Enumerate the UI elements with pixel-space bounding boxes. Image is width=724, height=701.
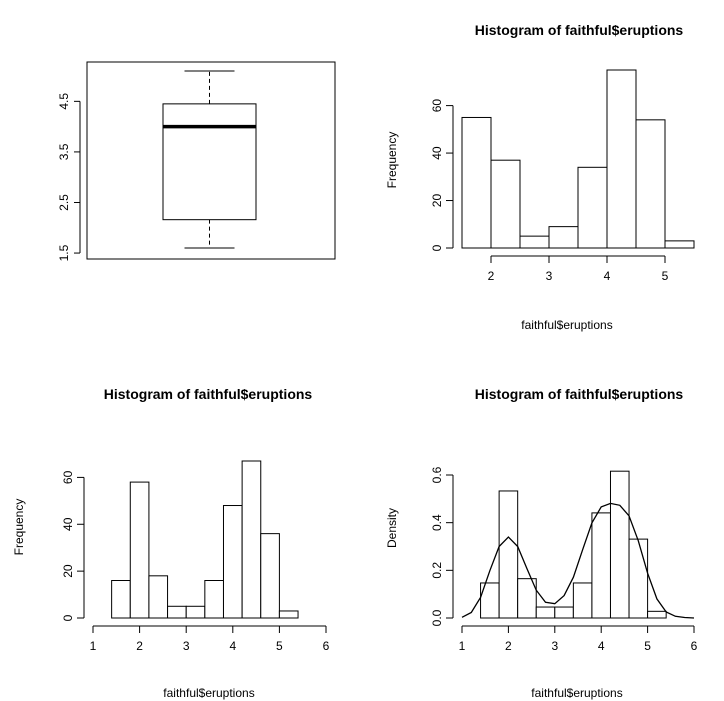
histogram-bar	[628, 538, 649, 619]
x-axis-label: faithful$eruptions	[531, 686, 622, 700]
histogram-bar	[278, 610, 299, 619]
histogram-bar	[635, 119, 666, 249]
x-axis: 1 2 3 4 5 6	[459, 625, 698, 653]
x-axis-label: faithful$eruptions	[163, 686, 254, 700]
histogram-bar	[517, 578, 537, 619]
y-tick-label: 1.5	[57, 244, 71, 261]
boxplot-marks	[162, 70, 257, 249]
histogram-bar	[260, 533, 280, 619]
x-axis: 2 3 4 5	[488, 255, 669, 283]
y-tick-label: 0	[61, 614, 75, 621]
y-tick-label: 0	[430, 244, 444, 251]
x-tick-label: 6	[691, 639, 698, 653]
x-tick-label: 2	[136, 639, 143, 653]
y-tick-label: 0.6	[430, 466, 444, 483]
x-tick-label: 1	[90, 639, 97, 653]
chart-title: Histogram of faithful$eruptions	[475, 386, 684, 402]
histogram-bar	[498, 490, 519, 619]
y-tick-label: 0.2	[430, 562, 444, 579]
y-axis: 0 20 40 60	[430, 99, 454, 251]
y-tick-label: 4.5	[57, 93, 71, 110]
y-tick-label: 20	[61, 564, 75, 578]
histogram-bar	[606, 69, 637, 249]
y-axis-label: Frequency	[12, 499, 26, 556]
x-tick-label: 3	[546, 269, 553, 283]
histogram-panel-bottom-right: Histogram of faithful$eruptions 1 2 3 4 5 6 0…	[385, 386, 698, 700]
histogram-bar	[548, 226, 579, 249]
histogram-bar	[148, 575, 169, 619]
histogram-bar	[577, 166, 608, 249]
histogram-bar	[535, 606, 556, 619]
plot-frame	[86, 61, 336, 260]
chart-title: Histogram of faithful$eruptions	[475, 22, 684, 38]
histogram-panel-bottom-left: Histogram of faithful$eruptions 1 2 3 4 5 6 0…	[12, 386, 330, 700]
histogram-bar	[185, 605, 206, 619]
x-axis: 1 2 3 4 5 6	[90, 625, 330, 653]
x-tick-label: 5	[644, 639, 651, 653]
x-tick-label: 3	[183, 639, 190, 653]
histogram-bar	[609, 470, 630, 619]
histogram-bar	[664, 240, 695, 249]
histogram-bar	[111, 580, 131, 619]
x-axis-label: faithful$eruptions	[521, 318, 612, 332]
y-axis-label: Density	[385, 508, 399, 548]
x-tick-label: 3	[551, 639, 558, 653]
x-tick-label: 2	[488, 269, 495, 283]
y-tick-label: 20	[430, 194, 444, 208]
chart-title: Histogram of faithful$eruptions	[104, 386, 313, 402]
x-tick-label: 2	[505, 639, 512, 653]
histogram-bar	[204, 580, 224, 619]
x-tick-label: 4	[598, 639, 605, 653]
x-tick-label: 4	[229, 639, 236, 653]
y-axis: 0 20 40 60	[61, 470, 85, 621]
histogram-bar	[591, 512, 611, 619]
x-tick-label: 1	[459, 639, 466, 653]
histogram-bar	[490, 159, 521, 249]
histogram-bar	[241, 460, 262, 619]
x-tick-label: 4	[604, 269, 611, 283]
histogram-bars	[480, 470, 667, 619]
histogram-bar	[461, 116, 492, 249]
x-tick-label: 5	[662, 269, 669, 283]
y-tick-label: 40	[61, 517, 75, 531]
y-tick-label: 0.0	[430, 609, 444, 626]
histogram-bars	[461, 69, 695, 249]
histogram-bar	[572, 582, 593, 619]
y-tick-label: 40	[430, 146, 444, 160]
histogram-bar	[519, 235, 550, 249]
boxplot-panel: 1.5 2.5 3.5 4.5	[57, 61, 336, 261]
histogram-bar	[647, 610, 667, 619]
histogram-bar	[222, 505, 243, 619]
iqr-box	[162, 103, 257, 221]
y-axis-label: Frequency	[385, 132, 399, 189]
histogram-bar	[129, 481, 150, 619]
y-tick-label: 60	[430, 99, 444, 113]
histogram-bars	[111, 460, 299, 619]
y-tick-label: 3.5	[57, 143, 71, 160]
histogram-panel-top-right: Histogram of faithful$eruptions 2 3 4 5 0 20…	[385, 22, 695, 332]
y-tick-label: 0.4	[430, 514, 444, 531]
x-tick-label: 5	[276, 639, 283, 653]
y-axis: 0.0 0.2 0.4 0.6	[430, 466, 454, 626]
y-tick-label: 60	[61, 470, 75, 484]
y-axis: 1.5 2.5 3.5 4.5	[57, 93, 81, 261]
x-tick-label: 6	[323, 639, 330, 653]
density-curve	[461, 502, 695, 619]
y-tick-label: 2.5	[57, 194, 71, 211]
histogram-bar	[554, 606, 574, 619]
histogram-bar	[167, 605, 187, 619]
